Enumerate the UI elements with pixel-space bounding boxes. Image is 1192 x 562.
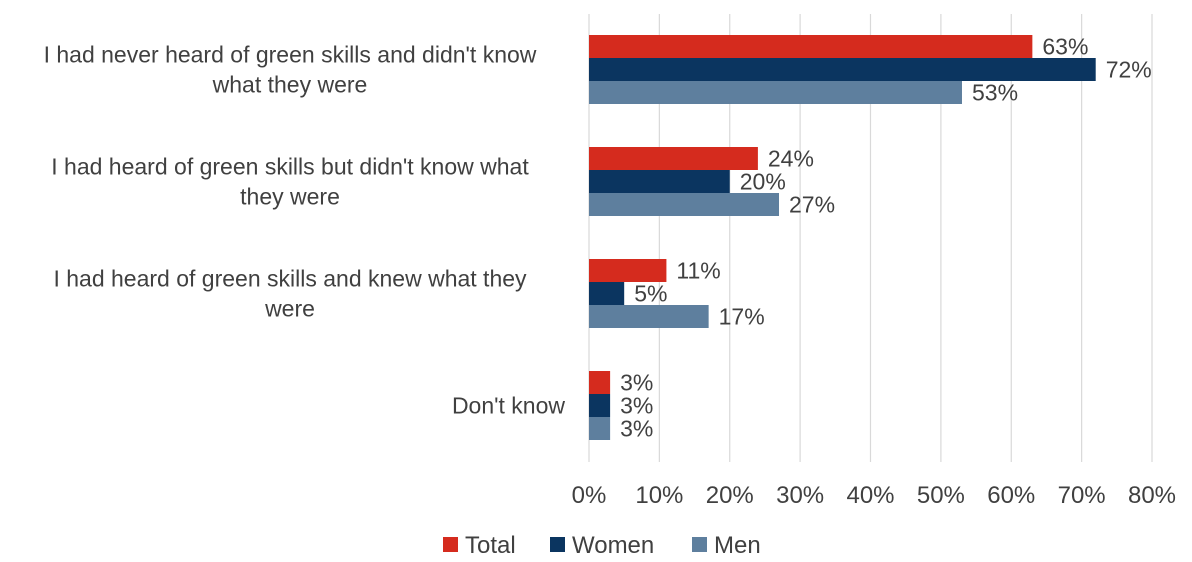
legend: Total Women Men [443,532,761,559]
category-label-line: I had heard of green skills and knew wha… [53,266,527,292]
category-label-line: Don't know [452,393,565,419]
bars [589,35,1096,440]
category-label-line: they were [240,184,340,210]
data-label: 17% [719,304,765,330]
category-label: Don't know [452,393,565,419]
bar-total [589,35,1033,58]
legend-item-women: Women [550,532,654,559]
bar-men [589,81,962,104]
data-label: 24% [768,146,814,172]
bar-total [589,371,611,394]
bar-women [589,394,611,417]
category-label-line: what they were [212,72,368,98]
bar-women [589,170,730,193]
bar-men [589,305,709,328]
category-label-line: I had heard of green skills but didn't k… [51,154,529,180]
bar-total [589,259,667,282]
bar-women [589,282,625,305]
x-tick-label: 0% [572,482,607,509]
category-label-line: I had never heard of green skills and di… [44,42,537,68]
legend-item-men: Men [692,532,761,559]
data-labels: 63%72%53%24%20%27%11%5%17%3%3%3% [620,34,1152,442]
data-label: 20% [740,169,786,195]
x-tick-label: 70% [1058,482,1106,509]
x-tick-label: 50% [917,482,965,509]
category-label: I had heard of green skills but didn't k… [51,154,529,210]
data-label: 3% [620,416,653,442]
data-label: 63% [1042,34,1088,60]
data-label: 3% [620,370,653,396]
data-label: 3% [620,393,653,419]
x-tick-label: 60% [987,482,1035,509]
bar-men [589,193,780,216]
legend-item-total: Total [443,532,516,559]
bar-total [589,147,758,170]
data-label: 5% [634,281,667,307]
data-label: 53% [972,80,1018,106]
legend-swatch [443,537,458,552]
category-label: I had never heard of green skills and di… [44,42,537,98]
legend-swatch [692,537,707,552]
data-label: 11% [676,258,720,284]
legend-label: Total [465,532,516,557]
x-tick-label: 10% [635,482,683,509]
bar-men [589,417,611,440]
x-tick-label: 80% [1128,482,1176,509]
data-label: 72% [1106,57,1152,83]
legend-label: Women [572,532,654,557]
category-label: I had heard of green skills and knew wha… [53,266,527,322]
category-label-line: were [264,296,315,322]
bar-women [589,58,1096,81]
x-tick-label: 30% [776,482,824,509]
legend-swatch [550,537,565,552]
legend-label: Men [714,532,761,557]
x-tick-label: 20% [706,482,754,509]
data-label: 27% [789,192,835,218]
x-axis: 0% 10% 20% 30% 40% 50% 60% 70% 80% [572,482,1176,509]
x-tick-label: 40% [846,482,894,509]
